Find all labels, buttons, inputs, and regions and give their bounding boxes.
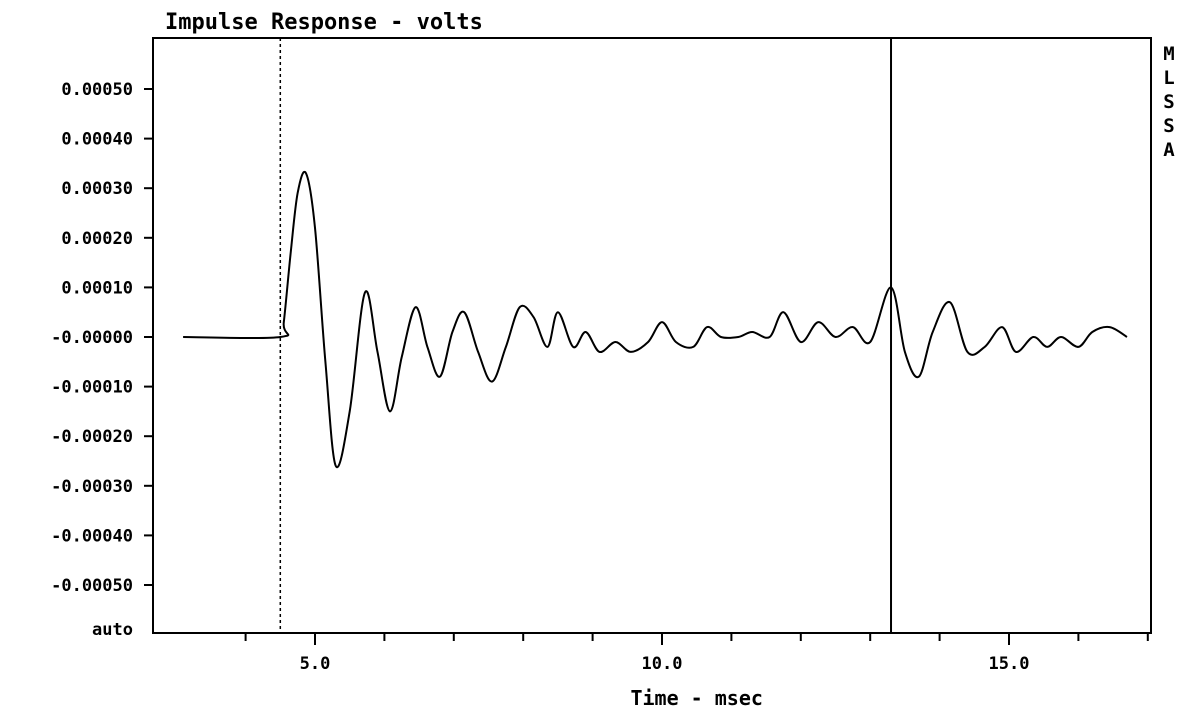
impulse-response-line — [183, 170, 1128, 469]
y-tick-label: 0.00010 — [61, 278, 133, 298]
y-tick-label: -0.00030 — [51, 477, 133, 497]
x-axis-ticks: 5.0 10.0 15.0 — [244, 633, 1149, 674]
cursor-markers — [279, 38, 893, 633]
x-tick-label: 15.0 — [989, 654, 1030, 674]
y-tick-label: 0.00040 — [61, 130, 133, 150]
y-tick-label: -0.00010 — [51, 378, 133, 398]
y-axis-ticks: 0.00050 0.00040 0.00030 0.00020 0.00010 -0.00… — [51, 80, 153, 596]
y-axis-auto-label: auto — [92, 620, 133, 640]
x-tick-label: 10.0 — [642, 654, 683, 674]
y-tick-label: 0.00020 — [61, 229, 133, 249]
y-tick-label: -0.00040 — [51, 526, 133, 546]
y-tick-label: -0.00000 — [51, 328, 133, 348]
y-tick-label: 0.00030 — [61, 179, 133, 199]
plot-frame — [152, 37, 1152, 634]
chart-title: Impulse Response - volts — [165, 10, 483, 35]
x-tick-label: 5.0 — [300, 654, 331, 674]
x-axis-label: Time - msec — [630, 686, 762, 710]
y-tick-label: 0.00050 — [61, 80, 133, 100]
y-tick-label: -0.00020 — [51, 427, 133, 447]
y-tick-label: -0.00050 — [51, 576, 133, 596]
